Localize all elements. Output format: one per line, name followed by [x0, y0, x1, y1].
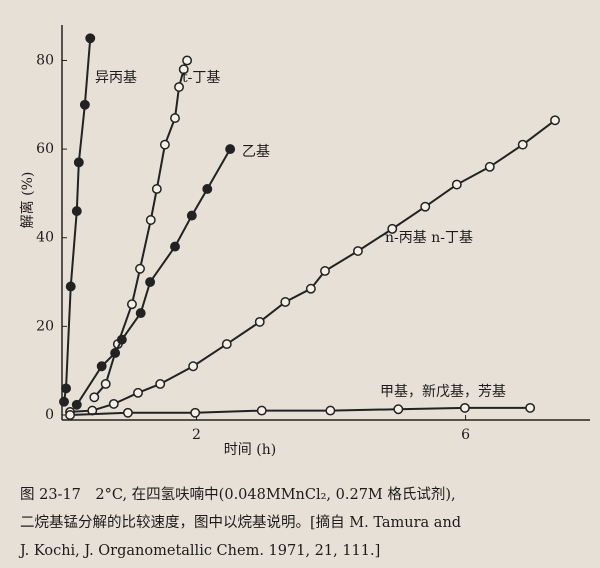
data-point: [96, 361, 107, 372]
data-point: [352, 246, 363, 256]
data-point: [420, 201, 431, 212]
caption-line: 图 23-17 2°C, 在四氢呋喃中(0.048MMnCl₂, 0.27M 格…: [20, 486, 456, 503]
data-point: [178, 64, 189, 75]
data-point: [170, 113, 180, 124]
data-point: [65, 281, 76, 292]
data-point: [517, 139, 528, 150]
data-point: [127, 299, 137, 310]
y-tick-label: 0: [45, 407, 54, 423]
data-point: [305, 283, 316, 294]
data-point: [182, 55, 193, 66]
data-point: [170, 241, 180, 252]
data-point: [459, 402, 470, 413]
data-point: [256, 405, 267, 416]
data-point: [174, 82, 184, 92]
data-point: [393, 404, 404, 415]
data-point: [65, 410, 76, 420]
data-point: [188, 361, 199, 372]
y-axis-label: 解离 (%): [19, 172, 36, 229]
data-point: [133, 387, 143, 398]
data-point: [71, 206, 82, 217]
data-point: [387, 223, 398, 234]
data-point: [225, 144, 236, 155]
series-label: 甲基，新戊基，芳基: [380, 383, 506, 400]
x-tick-label: 6: [461, 427, 470, 443]
series-label: 乙基: [242, 143, 270, 160]
x-tick-label: 2: [192, 427, 201, 443]
data-point: [135, 308, 146, 319]
data-point: [202, 184, 213, 194]
series-line: [93, 60, 189, 398]
data-point: [155, 379, 166, 389]
data-point: [186, 210, 197, 221]
data-point: [85, 33, 96, 44]
series-label: n-丙基 n-丁基: [385, 229, 473, 246]
series-line: [75, 148, 232, 406]
data-point: [254, 316, 265, 327]
series-line: [63, 38, 92, 402]
data-point: [110, 348, 121, 358]
y-tick-label: 40: [36, 230, 54, 246]
data-point: [108, 398, 119, 409]
caption-line: 二烷基锰分解的比较速度，图中以烷基说明。[摘自 M. Tamura and: [20, 513, 461, 531]
data-point: [145, 277, 156, 287]
data-point: [550, 115, 560, 126]
series-label: t-丁基: [182, 69, 220, 86]
data-point: [525, 402, 536, 413]
data-point: [325, 405, 336, 416]
data-point: [61, 383, 71, 394]
data-point: [159, 139, 170, 150]
x-axis-label: 时间 (h): [224, 442, 276, 458]
y-tick-label: 80: [36, 52, 54, 68]
data-point: [280, 297, 291, 307]
data-point: [320, 266, 330, 276]
data-point: [122, 407, 133, 418]
caption-line: J. Kochi, J. Organometallic Chem. 1971, …: [18, 543, 380, 559]
data-point: [79, 99, 90, 110]
data-point: [221, 339, 232, 350]
y-tick-label: 60: [36, 141, 54, 157]
data-point: [151, 184, 162, 194]
series-label: 异丙基: [95, 69, 137, 86]
data-point: [100, 379, 111, 389]
data-point: [73, 157, 84, 168]
data-point: [59, 396, 69, 407]
y-tick-label: 20: [36, 318, 54, 334]
data-point: [145, 215, 156, 225]
data-point: [484, 161, 495, 172]
series-line: [70, 406, 531, 416]
data-point: [89, 392, 100, 403]
data-point: [71, 399, 82, 410]
data-point: [451, 179, 462, 190]
data-point: [116, 334, 127, 345]
data-point: [190, 407, 201, 418]
data-point: [135, 263, 145, 274]
